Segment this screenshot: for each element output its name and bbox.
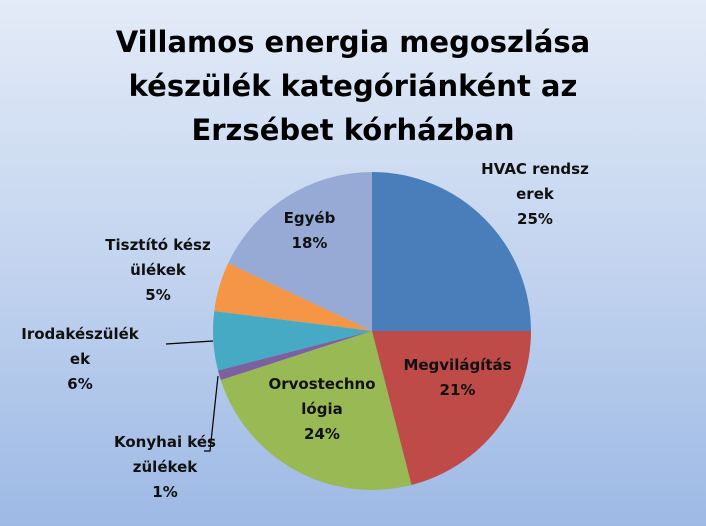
category-label: Megvilágítás (403, 356, 512, 374)
value-label: 1% (152, 483, 178, 501)
pie-slice (220, 331, 412, 491)
category-label: Irodakészülékek (21, 325, 139, 368)
leader-line (204, 375, 219, 452)
value-label: 18% (291, 234, 328, 252)
pie-slice (217, 331, 372, 381)
value-label: 21% (439, 381, 476, 399)
chart-title: Villamos energia megoszlása készülék kat… (115, 25, 591, 147)
leader-line (165, 340, 214, 345)
category-label: Orvostechnológia (268, 375, 376, 418)
value-label: 24% (304, 425, 340, 443)
slice-label: Konyhai készülékek 1% (110, 430, 220, 505)
category-label: Konyhai készülékek (114, 433, 216, 476)
slice-label: Orvostechnológia 24% (268, 372, 376, 447)
slice-label: Tisztító készülékek 5% (103, 233, 213, 308)
slice-label: Irodakészülékek 6% (20, 322, 140, 397)
value-label: 5% (145, 286, 171, 304)
pie-slice (372, 172, 531, 331)
slice-label: Megvilágítás 21% (395, 353, 520, 403)
category-label: HVAC rendszerek (481, 160, 589, 203)
slice-label: HVAC rendszerek 25% (480, 157, 590, 232)
category-label: Egyéb (283, 209, 336, 227)
value-label: 25% (517, 210, 553, 228)
value-label: 6% (67, 375, 93, 393)
pie-slice (214, 263, 372, 331)
pie-slice (228, 172, 372, 331)
category-label: Tisztító készülékek (105, 236, 211, 279)
pie-slice (372, 331, 531, 486)
slice-label: Egyéb 18% (262, 206, 357, 256)
pie-slice (212, 311, 372, 371)
